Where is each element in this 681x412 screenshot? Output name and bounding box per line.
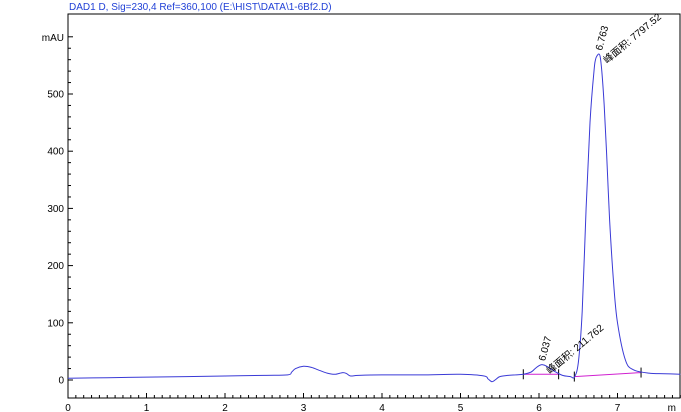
peak-area-label: 峰面积: 7797.52 [601,11,664,67]
x-tick-label: 6 [536,403,542,412]
x-axis-unit: m [668,403,676,412]
y-tick-label: 200 [47,261,64,272]
chart-title: DAD1 D, Sig=230,4 Ref=360,100 (E:\HIST\D… [69,2,332,13]
peak-area-label: 峰面积: 211.762 [544,322,606,377]
x-tick-label: 1 [144,403,150,412]
y-tick-label: 100 [47,318,64,329]
x-tick-label: 7 [615,403,621,412]
integration-baseline [574,372,642,378]
y-tick-label: 500 [47,90,64,101]
peak-retention-time: 6.037 [537,335,554,362]
x-tick-label: 4 [379,403,385,412]
peak-retention-time: 6.763 [594,24,611,51]
x-tick-label: 3 [301,403,307,412]
y-tick-label: 300 [47,204,64,215]
x-tick-label: 0 [65,403,71,412]
y-axis-label: mAU [42,33,64,44]
y-tick-label: 400 [47,147,64,158]
x-tick-label: 2 [222,403,228,412]
signal-trace [67,53,681,383]
x-tick-label: 5 [458,403,464,412]
y-tick-label: 0 [58,376,64,387]
